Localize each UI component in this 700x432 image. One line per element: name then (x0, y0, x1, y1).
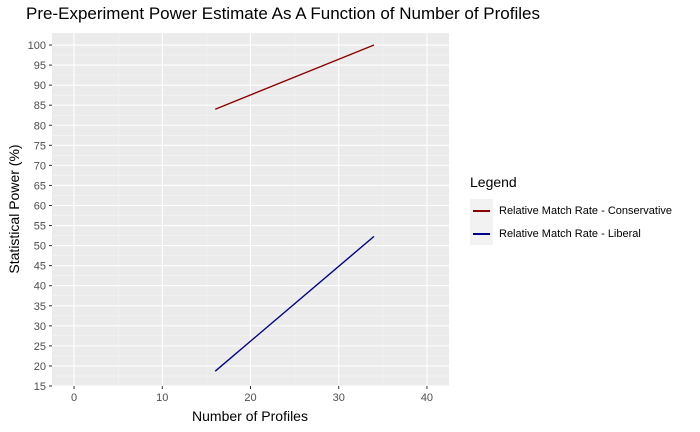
y-tick-label: 20 (34, 361, 46, 373)
legend-label-conservative: Relative Match Rate - Conservative (499, 204, 673, 217)
y-tick-label: 75 (34, 140, 46, 152)
x-tick-label: 10 (156, 392, 168, 404)
x-tick-label: 20 (244, 392, 256, 404)
legend-swatch-conservative (473, 210, 490, 212)
x-tick-label: 0 (71, 392, 77, 404)
y-tick-label: 80 (34, 120, 46, 132)
y-axis-label: Statistical Power (%) (6, 144, 22, 273)
y-tick-label: 70 (34, 160, 46, 172)
y-tick-label: 95 (34, 60, 46, 72)
y-tick-label: 85 (34, 100, 46, 112)
major-gridlines (52, 33, 449, 387)
x-tick-label: 30 (333, 392, 345, 404)
legend-item-liberal: Relative Match Rate - Liberal (470, 222, 672, 245)
y-tick-label: 30 (34, 321, 46, 333)
y-tick-labels: 15 20 25 30 35 40 45 50 55 60 65 70 75 80 85 90 95 100 (28, 40, 46, 393)
y-tick-label: 55 (34, 221, 46, 233)
y-tick-label: 60 (34, 200, 46, 212)
y-tick-label: 25 (34, 341, 46, 353)
legend-key-conservative (470, 199, 493, 222)
legend-item-conservative: Relative Match Rate - Conservative (470, 199, 672, 222)
y-tick-label: 65 (34, 180, 46, 192)
axis-ticks (49, 44, 428, 389)
legend-swatch-liberal (473, 233, 490, 235)
y-tick-label: 100 (28, 40, 46, 52)
x-tick-labels: 0 10 20 30 40 (71, 392, 433, 404)
series-lines (214, 44, 375, 372)
y-tick-label: 15 (34, 381, 46, 393)
y-tick-label: 35 (34, 301, 46, 313)
legend: Legend Relative Match Rate - Conservativ… (470, 174, 672, 245)
legend-title: Legend (470, 174, 517, 190)
x-axis-label: Number of Profiles (192, 408, 308, 424)
series-line-liberal (214, 235, 375, 372)
legend-key-liberal (470, 222, 493, 245)
y-tick-label: 45 (34, 261, 46, 273)
x-tick-label: 40 (421, 392, 433, 404)
series-line-conservative (214, 44, 375, 110)
y-tick-label: 90 (34, 80, 46, 92)
y-tick-label: 40 (34, 281, 46, 293)
y-tick-label: 50 (34, 241, 46, 253)
chart-title: Pre-Experiment Power Estimate As A Funct… (26, 4, 540, 23)
legend-label-liberal: Relative Match Rate - Liberal (499, 227, 641, 240)
